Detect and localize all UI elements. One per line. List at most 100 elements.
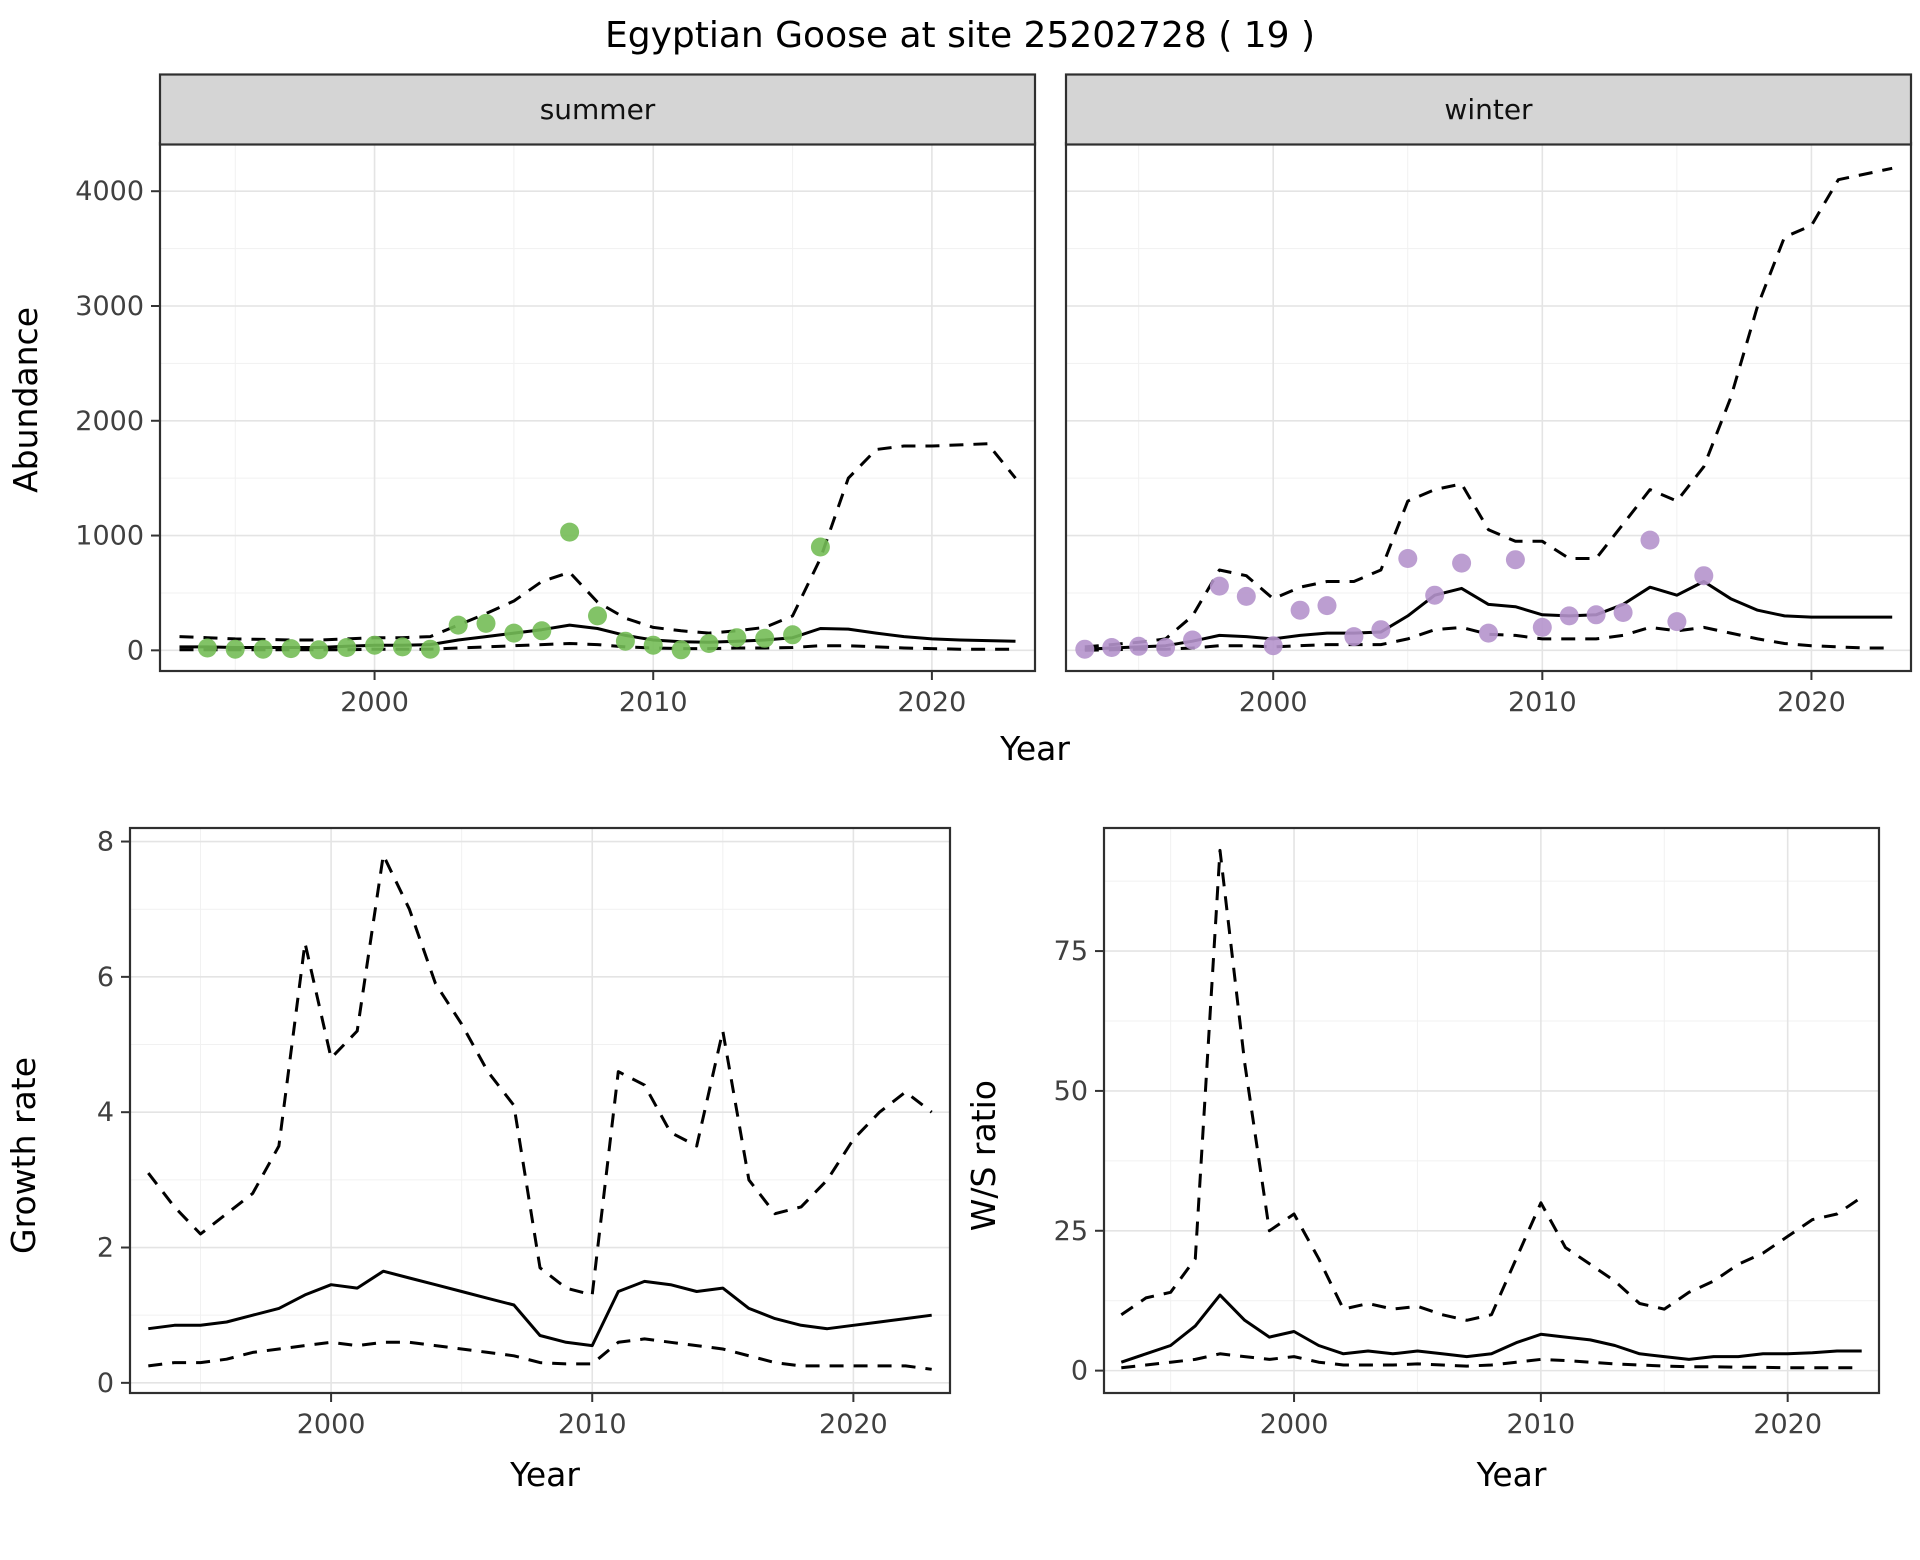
observed-point xyxy=(532,621,552,641)
summer-abundance-chart: 2000 2010 2020 0 1000 2000 3000 4000 summer xyxy=(75,73,1037,718)
y-tick-label: 0 xyxy=(97,1368,114,1399)
observed-point xyxy=(197,638,217,658)
observed-point xyxy=(504,623,524,643)
observed-point xyxy=(1425,585,1445,605)
x-tick-label: 2000 xyxy=(1239,687,1308,718)
observed-point xyxy=(727,628,747,648)
ws-ratio-chart: 2000 2010 2020 0 25 50 75 xyxy=(1054,827,1881,1440)
abundance-x-axis-title: Year xyxy=(1000,729,1070,769)
observed-point xyxy=(309,640,329,660)
winter-abundance-chart: 2000 2010 2020 winter xyxy=(1064,73,1913,718)
x-tick-label: 2020 xyxy=(819,1409,888,1440)
observed-point xyxy=(1290,600,1310,620)
observed-point xyxy=(1183,630,1202,650)
observed-point xyxy=(253,639,273,659)
upper-ci-line xyxy=(179,442,1017,642)
y-tick-label: 4000 xyxy=(75,176,144,207)
observed-point xyxy=(1479,623,1498,643)
observed-point xyxy=(643,635,663,655)
panel-border xyxy=(128,827,952,1395)
observed-point xyxy=(281,639,301,659)
observed-point xyxy=(420,639,440,659)
x-tick-label: 2010 xyxy=(1507,1409,1576,1440)
panel-background xyxy=(1066,143,1911,672)
abundance-y-axis-title-column: Abundance xyxy=(0,73,50,727)
y-tick-label: 8 xyxy=(97,827,114,858)
ws-y-axis-title: W/S ratio xyxy=(963,1079,1003,1231)
ws-x-axis-title: Year xyxy=(1476,1455,1547,1495)
x-tick-label: 2020 xyxy=(1753,1409,1822,1440)
y-tick-label: 50 xyxy=(1054,1076,1088,1107)
observed-point xyxy=(1075,639,1095,659)
x-tick-label: 2010 xyxy=(619,687,688,718)
observed-point xyxy=(810,537,830,557)
growth-y-axis-title-column: Growth rate xyxy=(0,816,46,1494)
x-tick-label: 2020 xyxy=(1777,687,1846,718)
observed-point xyxy=(365,635,385,655)
upper-ci-line xyxy=(1120,849,1863,1322)
observed-point xyxy=(1613,603,1633,623)
facet-strip-label: summer xyxy=(540,93,656,126)
figure-title: Egyptian Goose at site 25202728 ( 19 ) xyxy=(604,15,1316,56)
observed-point xyxy=(1102,638,1122,658)
y-tick-label: 0 xyxy=(127,636,144,667)
observed-point xyxy=(1452,553,1472,573)
observed-point xyxy=(1586,605,1606,625)
observed-point xyxy=(755,628,775,648)
observed-point xyxy=(1263,636,1283,656)
observed-point xyxy=(671,640,691,660)
observed-point xyxy=(1236,587,1256,607)
y-tick-label: 3000 xyxy=(75,291,144,322)
observed-point xyxy=(1694,566,1714,586)
x-tick-label: 2020 xyxy=(898,687,967,718)
y-tick-label: 2 xyxy=(97,1233,114,1264)
panel-background xyxy=(1104,828,1879,1394)
observed-point xyxy=(337,638,357,658)
observed-point xyxy=(392,637,412,657)
observed-point xyxy=(783,625,803,645)
observed-point xyxy=(1559,606,1579,626)
growth-rate-chart: 2000 2010 2020 0 2 4 6 8 xyxy=(97,827,952,1440)
observed-point xyxy=(225,639,245,659)
observed-point xyxy=(560,522,580,542)
observed-point xyxy=(476,614,496,634)
facet-strip-summer xyxy=(158,73,1037,146)
observed-point xyxy=(1129,636,1149,656)
panel-background xyxy=(160,143,1035,672)
upper-ci-line xyxy=(147,853,933,1297)
growth-rate-plot: Growth rate 2000 2010 2020 0 2 4 6 8 Year xyxy=(0,816,960,1494)
observed-point xyxy=(1640,530,1660,550)
ws-y-axis-title-column: W/S ratio xyxy=(960,816,1006,1494)
growth-y-axis-title: Growth rate xyxy=(3,1056,43,1254)
panel-border xyxy=(1102,827,1881,1395)
abundance-faceted-plot: Abundance 2000 2010 2020 0 1000 2000 3000 4000 s… xyxy=(0,73,1920,727)
x-tick-label: 2000 xyxy=(1260,1409,1329,1440)
x-tick-label: 2000 xyxy=(340,687,409,718)
fit-line xyxy=(1120,1293,1862,1364)
panel-background xyxy=(130,828,950,1394)
observed-point xyxy=(1505,550,1525,570)
y-tick-label: 1000 xyxy=(75,521,144,552)
lower-ci-line xyxy=(179,642,1016,652)
y-tick-label: 2000 xyxy=(75,406,144,437)
ws-ratio-plot: W/S ratio 2000 2010 2020 0 25 50 75 Year xyxy=(960,816,1920,1494)
lower-ci-line xyxy=(1084,626,1893,652)
y-tick-label: 6 xyxy=(97,962,114,993)
upper-ci-line xyxy=(1084,167,1893,649)
observed-point xyxy=(1667,612,1687,632)
bottom-row: Growth rate 2000 2010 2020 0 2 4 6 8 Year W/S r… xyxy=(0,816,1920,1494)
facet-strip-winter xyxy=(1064,73,1913,146)
observed-point xyxy=(1398,549,1418,569)
observed-point xyxy=(1209,576,1229,596)
observed-point xyxy=(1317,596,1337,616)
observed-point xyxy=(588,606,607,626)
observed-point xyxy=(699,634,719,654)
facet-strip-label: winter xyxy=(1444,93,1533,126)
observed-point xyxy=(448,615,468,635)
x-tick-label: 2000 xyxy=(297,1409,366,1440)
growth-x-axis-title: Year xyxy=(510,1455,580,1495)
y-tick-label: 0 xyxy=(1071,1356,1088,1387)
observed-point xyxy=(1156,638,1176,658)
abundance-y-axis-title: Abundance xyxy=(5,307,45,494)
